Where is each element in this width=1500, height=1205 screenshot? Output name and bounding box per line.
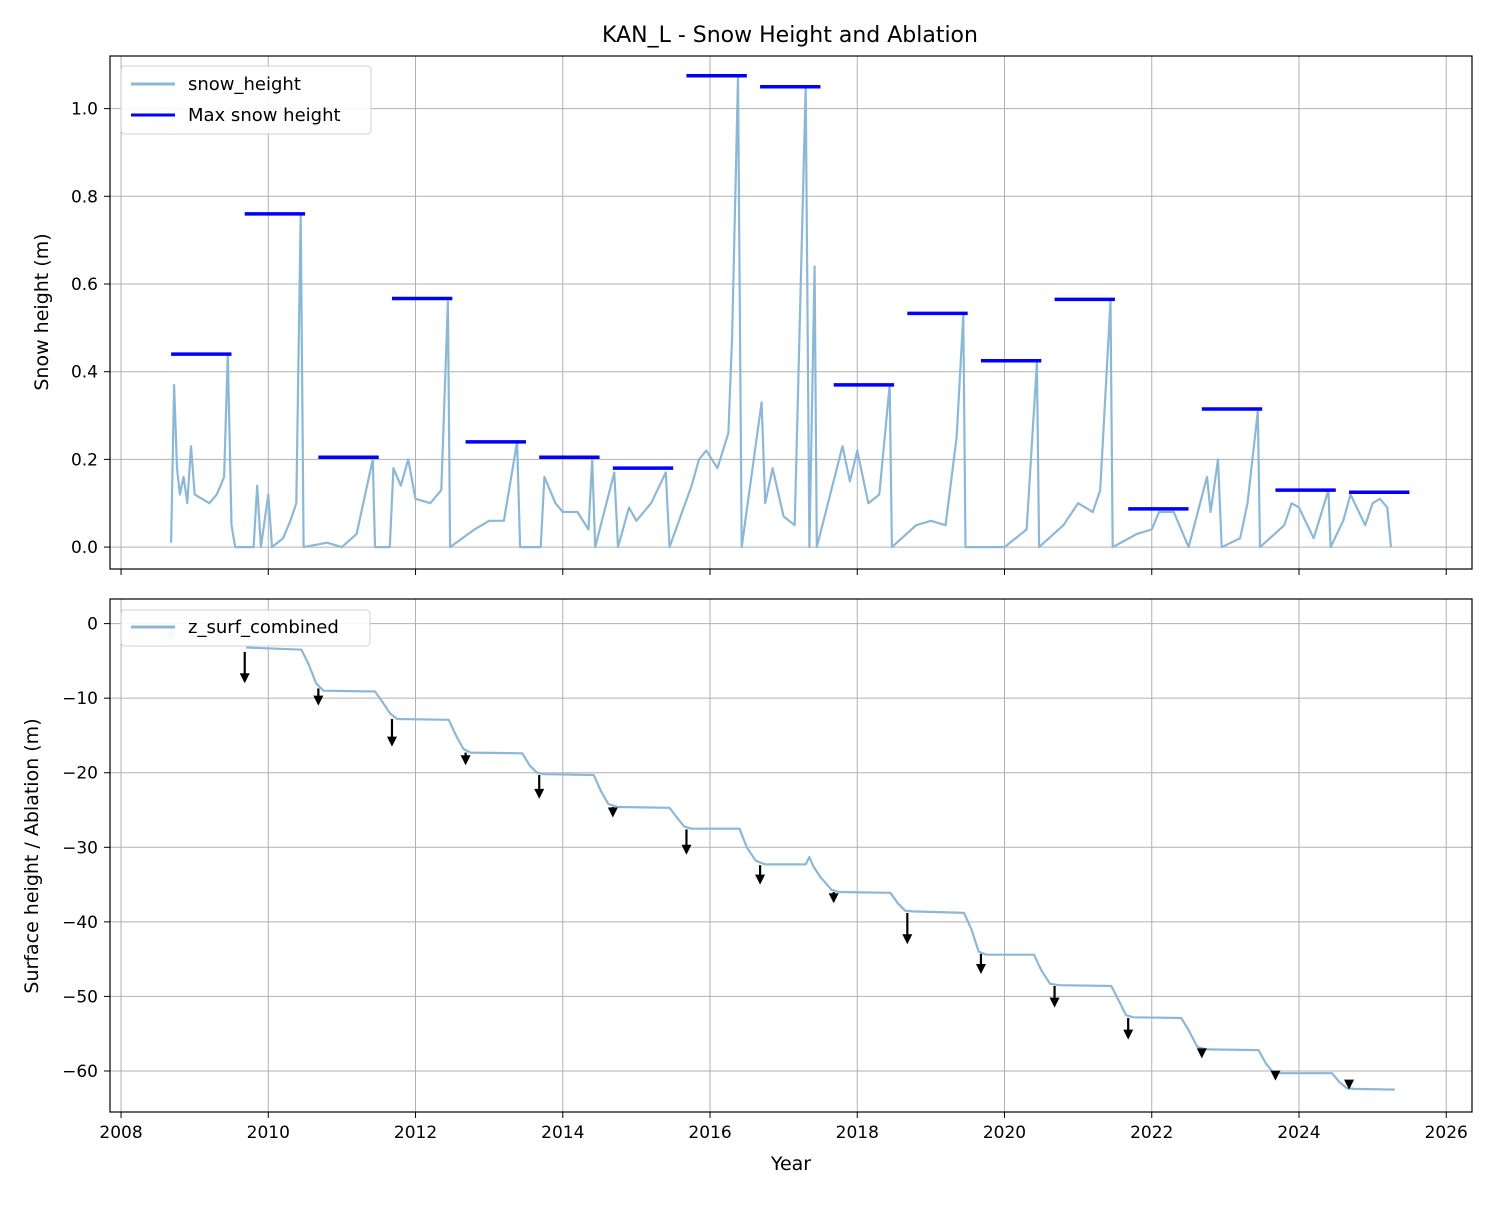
ablation-arrow xyxy=(902,912,913,945)
bottom-y-tick-label: 0 xyxy=(87,615,98,635)
bottom-y-tick-label: −60 xyxy=(62,1062,98,1082)
ablation-arrow xyxy=(1270,1070,1281,1081)
bottom-legend-box xyxy=(120,609,371,647)
top-y-tick-label: 0.0 xyxy=(71,538,98,558)
ablation-arrow-head xyxy=(1049,997,1060,1008)
ablation-arrow-head xyxy=(1196,1048,1207,1059)
bottom-x-tick-label: 2026 xyxy=(1425,1123,1468,1143)
ablation-arrow-head xyxy=(975,964,986,975)
series-line-snow-height xyxy=(170,76,1393,549)
series-line-z-surf-combined xyxy=(246,646,1395,1091)
ablation-arrow-head xyxy=(1123,1029,1134,1040)
snow-height-panel: 0.0 0.2 0.4 0.6 0.8 1.0 Snow height (m) snow_… xyxy=(31,55,1473,575)
ablation-arrow xyxy=(1196,1048,1207,1059)
ablation-arrow xyxy=(534,774,545,799)
ablation-arrow xyxy=(460,752,471,766)
bottom-y-tick-label: −40 xyxy=(62,913,98,933)
legend-label-z-surf-combined: z_surf_combined xyxy=(188,617,339,638)
top-legend: snow_height Max snow height xyxy=(120,65,372,135)
ablation-arrow xyxy=(755,865,766,885)
top-ticks: 0.0 0.2 0.4 0.6 0.8 1.0 xyxy=(71,100,1447,575)
bottom-x-tick-label: 2008 xyxy=(99,1123,142,1143)
top-grid xyxy=(110,56,1472,569)
bottom-x-tick-label: 2018 xyxy=(836,1123,879,1143)
legend-label-max-snow-height: Max snow height xyxy=(188,105,341,126)
legend-label-snow-height: snow_height xyxy=(188,74,301,95)
bottom-x-tick-label: 2016 xyxy=(688,1123,731,1143)
bottom-x-tick-label: 2012 xyxy=(394,1123,437,1143)
top-y-tick-label: 0.8 xyxy=(71,187,98,207)
ablation-arrow-head xyxy=(534,788,545,799)
top-legend-box xyxy=(120,65,372,135)
ablation-arrow-head xyxy=(386,736,397,747)
bottom-y-tick-label: −30 xyxy=(62,838,98,858)
ablation-arrow-head xyxy=(1344,1079,1355,1090)
top-y-tick-label: 0.4 xyxy=(71,363,98,383)
bottom-grid xyxy=(110,599,1472,1112)
ablation-arrow-head xyxy=(460,755,471,766)
bottom-x-tick-label: 2010 xyxy=(247,1123,290,1143)
ablation-arrow xyxy=(607,807,618,818)
ablation-arrow xyxy=(975,953,986,975)
bottom-y-tick-label: −20 xyxy=(62,764,98,784)
ablation-arrow-head xyxy=(902,934,913,945)
bottom-y-axis-label: Surface height / Ablation (m) xyxy=(21,718,43,993)
ablation-arrow xyxy=(386,719,397,747)
ablation-arrow xyxy=(1123,1018,1134,1040)
bottom-x-tick-label: 2022 xyxy=(1130,1123,1173,1143)
top-y-tick-label: 0.2 xyxy=(71,450,98,470)
top-axes-frame xyxy=(109,55,1473,570)
x-axis-label: Year xyxy=(770,1153,811,1175)
bottom-axes-frame xyxy=(109,598,1473,1113)
bottom-x-tick-label: 2024 xyxy=(1277,1123,1320,1143)
ablation-arrow-head xyxy=(681,844,692,855)
ablation-arrow xyxy=(828,892,839,904)
ablation-arrow-head xyxy=(828,893,839,904)
ablation-arrow xyxy=(313,688,324,706)
bottom-plot-area xyxy=(166,629,1395,1091)
ablation-arrow-head xyxy=(607,807,618,818)
ablation-arrow xyxy=(1344,1079,1355,1090)
ablation-arrow-head xyxy=(1270,1070,1281,1081)
top-y-tick-label: 0.6 xyxy=(71,275,98,295)
surface-height-panel: 2008 2010 2012 2014 2016 2018 2020 2022 2024 2026… xyxy=(21,598,1473,1143)
bottom-y-tick-label: −50 xyxy=(62,987,98,1007)
bottom-legend: z_surf_combined xyxy=(120,609,371,647)
top-plot-area xyxy=(170,73,1410,549)
bottom-x-tick-label: 2014 xyxy=(541,1123,584,1143)
bottom-ticks: 2008 2010 2012 2014 2016 2018 2020 2022 2024 2026… xyxy=(62,615,1468,1143)
bottom-x-tick-label: 2020 xyxy=(983,1123,1026,1143)
ablation-arrow xyxy=(681,829,692,855)
bottom-y-tick-label: −10 xyxy=(62,689,98,709)
ablation-arrow xyxy=(239,651,250,684)
top-y-tick-label: 1.0 xyxy=(71,100,98,120)
ablation-arrow-head xyxy=(755,874,766,885)
ablation-arrow-head xyxy=(313,695,324,706)
ablation-arrow xyxy=(1049,985,1060,1008)
top-y-axis-label: Snow height (m) xyxy=(31,233,53,390)
ablation-arrow-head xyxy=(239,673,250,684)
figure-title: KAN_L - Snow Height and Ablation xyxy=(602,23,978,48)
